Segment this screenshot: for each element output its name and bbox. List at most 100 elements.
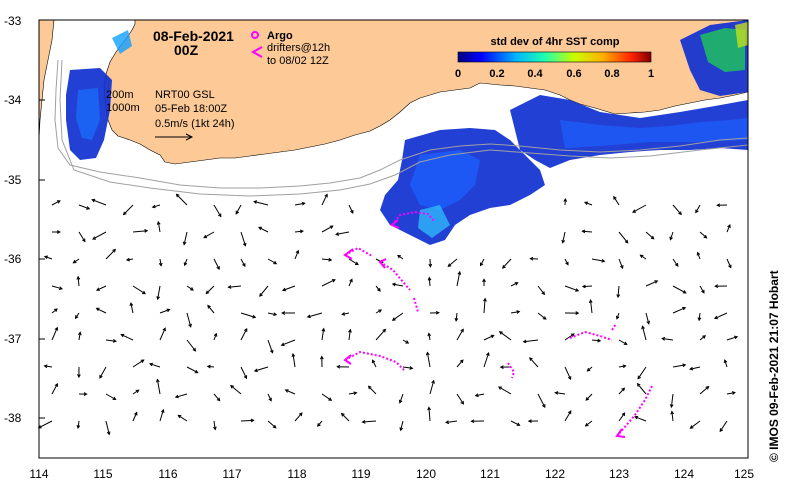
current-vector-head bbox=[175, 193, 180, 198]
current-vector-head bbox=[405, 340, 410, 344]
current-vector-head bbox=[425, 351, 430, 356]
current-vector-head bbox=[160, 408, 165, 413]
current-vector bbox=[157, 285, 161, 300]
lon-label: 114 bbox=[29, 467, 48, 481]
current-vector-head bbox=[194, 369, 199, 374]
drifter-track bbox=[413, 297, 419, 313]
current-vector-head bbox=[125, 257, 130, 262]
current-vector bbox=[640, 254, 647, 260]
current-vector bbox=[96, 285, 107, 291]
current-vector-head bbox=[650, 235, 655, 240]
current-vector bbox=[73, 258, 80, 264]
current-vector bbox=[645, 231, 655, 240]
current-vector bbox=[178, 414, 188, 422]
colorbar-tick: 0.6 bbox=[566, 68, 581, 80]
current-vector bbox=[294, 412, 303, 422]
current-vector-head bbox=[632, 209, 636, 213]
drifter-track bbox=[344, 350, 405, 371]
current-vector-head bbox=[156, 378, 160, 383]
current-vector bbox=[483, 334, 494, 341]
current-vector-head bbox=[501, 264, 506, 269]
lon-label: 125 bbox=[734, 467, 754, 481]
current-vector-head bbox=[482, 278, 486, 283]
current-vector-head bbox=[192, 347, 197, 352]
current-vector-head bbox=[158, 262, 163, 267]
scale-text: 0.5m/s (1kt 24h) bbox=[155, 118, 234, 130]
current-vector-head bbox=[280, 342, 285, 347]
product-name: NRT00 GSL bbox=[155, 89, 215, 101]
current-vector bbox=[726, 258, 732, 268]
current-vector-head bbox=[162, 327, 166, 332]
lat-label: -38 bbox=[4, 411, 22, 425]
longitude-axis: 114 115 116 117 118 119 120 121 122 123 … bbox=[29, 467, 754, 481]
current-vector bbox=[562, 231, 566, 243]
lon-label: 117 bbox=[222, 467, 241, 481]
current-vector-head bbox=[701, 289, 705, 294]
current-vector bbox=[399, 393, 404, 403]
current-vector-head bbox=[76, 275, 81, 280]
current-vector bbox=[618, 365, 626, 368]
current-vector bbox=[672, 285, 687, 294]
current-vector bbox=[240, 312, 256, 318]
current-vector-head bbox=[682, 363, 687, 368]
current-vector bbox=[480, 258, 485, 266]
current-vector-head bbox=[585, 397, 590, 401]
current-vector-head bbox=[269, 349, 274, 354]
current-vector bbox=[96, 307, 107, 314]
current-vector bbox=[51, 308, 58, 314]
current-vector-head bbox=[646, 320, 650, 325]
current-vector-head bbox=[588, 299, 593, 304]
current-vector-head bbox=[447, 263, 452, 267]
current-vector bbox=[529, 357, 539, 368]
current-vector bbox=[213, 258, 220, 270]
current-vector bbox=[456, 271, 461, 287]
current-vector-head bbox=[95, 287, 100, 291]
current-vector-head bbox=[460, 328, 464, 333]
current-vector bbox=[44, 365, 53, 368]
current-vector-head bbox=[427, 406, 432, 411]
current-vector bbox=[321, 328, 325, 341]
current-vector-head bbox=[95, 307, 100, 312]
current-vector-head bbox=[516, 310, 521, 314]
current-vector-head bbox=[727, 224, 731, 229]
current-vector-head bbox=[291, 352, 296, 357]
current-vector bbox=[336, 231, 350, 235]
current-vector bbox=[400, 420, 404, 431]
current-vector-head bbox=[112, 396, 117, 401]
current-vector-head bbox=[541, 291, 546, 296]
isobath-1000-label: 1000m bbox=[106, 102, 140, 114]
current-vector-head bbox=[570, 333, 575, 337]
drifter-track bbox=[379, 261, 411, 291]
current-vector-head bbox=[397, 254, 401, 259]
current-vector-head bbox=[348, 328, 352, 333]
lon-label: 118 bbox=[287, 467, 306, 481]
current-vector-head bbox=[723, 359, 728, 364]
current-vector bbox=[699, 335, 706, 341]
current-vector-head bbox=[259, 293, 263, 297]
current-vector-head bbox=[135, 389, 140, 394]
current-vector bbox=[585, 420, 593, 427]
lat-label: -34 bbox=[4, 93, 22, 107]
current-vector-head bbox=[714, 284, 719, 289]
current-vector-head bbox=[641, 325, 645, 330]
current-vector-head bbox=[565, 261, 569, 266]
current-vector-head bbox=[281, 311, 286, 315]
current-vector bbox=[447, 258, 458, 267]
current-vector-head bbox=[621, 387, 626, 392]
current-vector bbox=[689, 366, 701, 370]
current-vector bbox=[632, 204, 647, 213]
current-vector-head bbox=[678, 211, 682, 216]
current-vector bbox=[537, 285, 545, 295]
current-vector-head bbox=[354, 261, 359, 266]
current-vector bbox=[132, 359, 144, 368]
current-vector bbox=[375, 329, 386, 341]
current-vector-head bbox=[616, 294, 621, 299]
current-vector bbox=[92, 199, 107, 206]
current-vector bbox=[726, 392, 735, 395]
drifter-track bbox=[391, 210, 436, 226]
current-vector bbox=[618, 231, 629, 244]
current-vector bbox=[254, 366, 269, 372]
current-vector bbox=[130, 302, 134, 314]
current-vector-head bbox=[188, 323, 192, 328]
